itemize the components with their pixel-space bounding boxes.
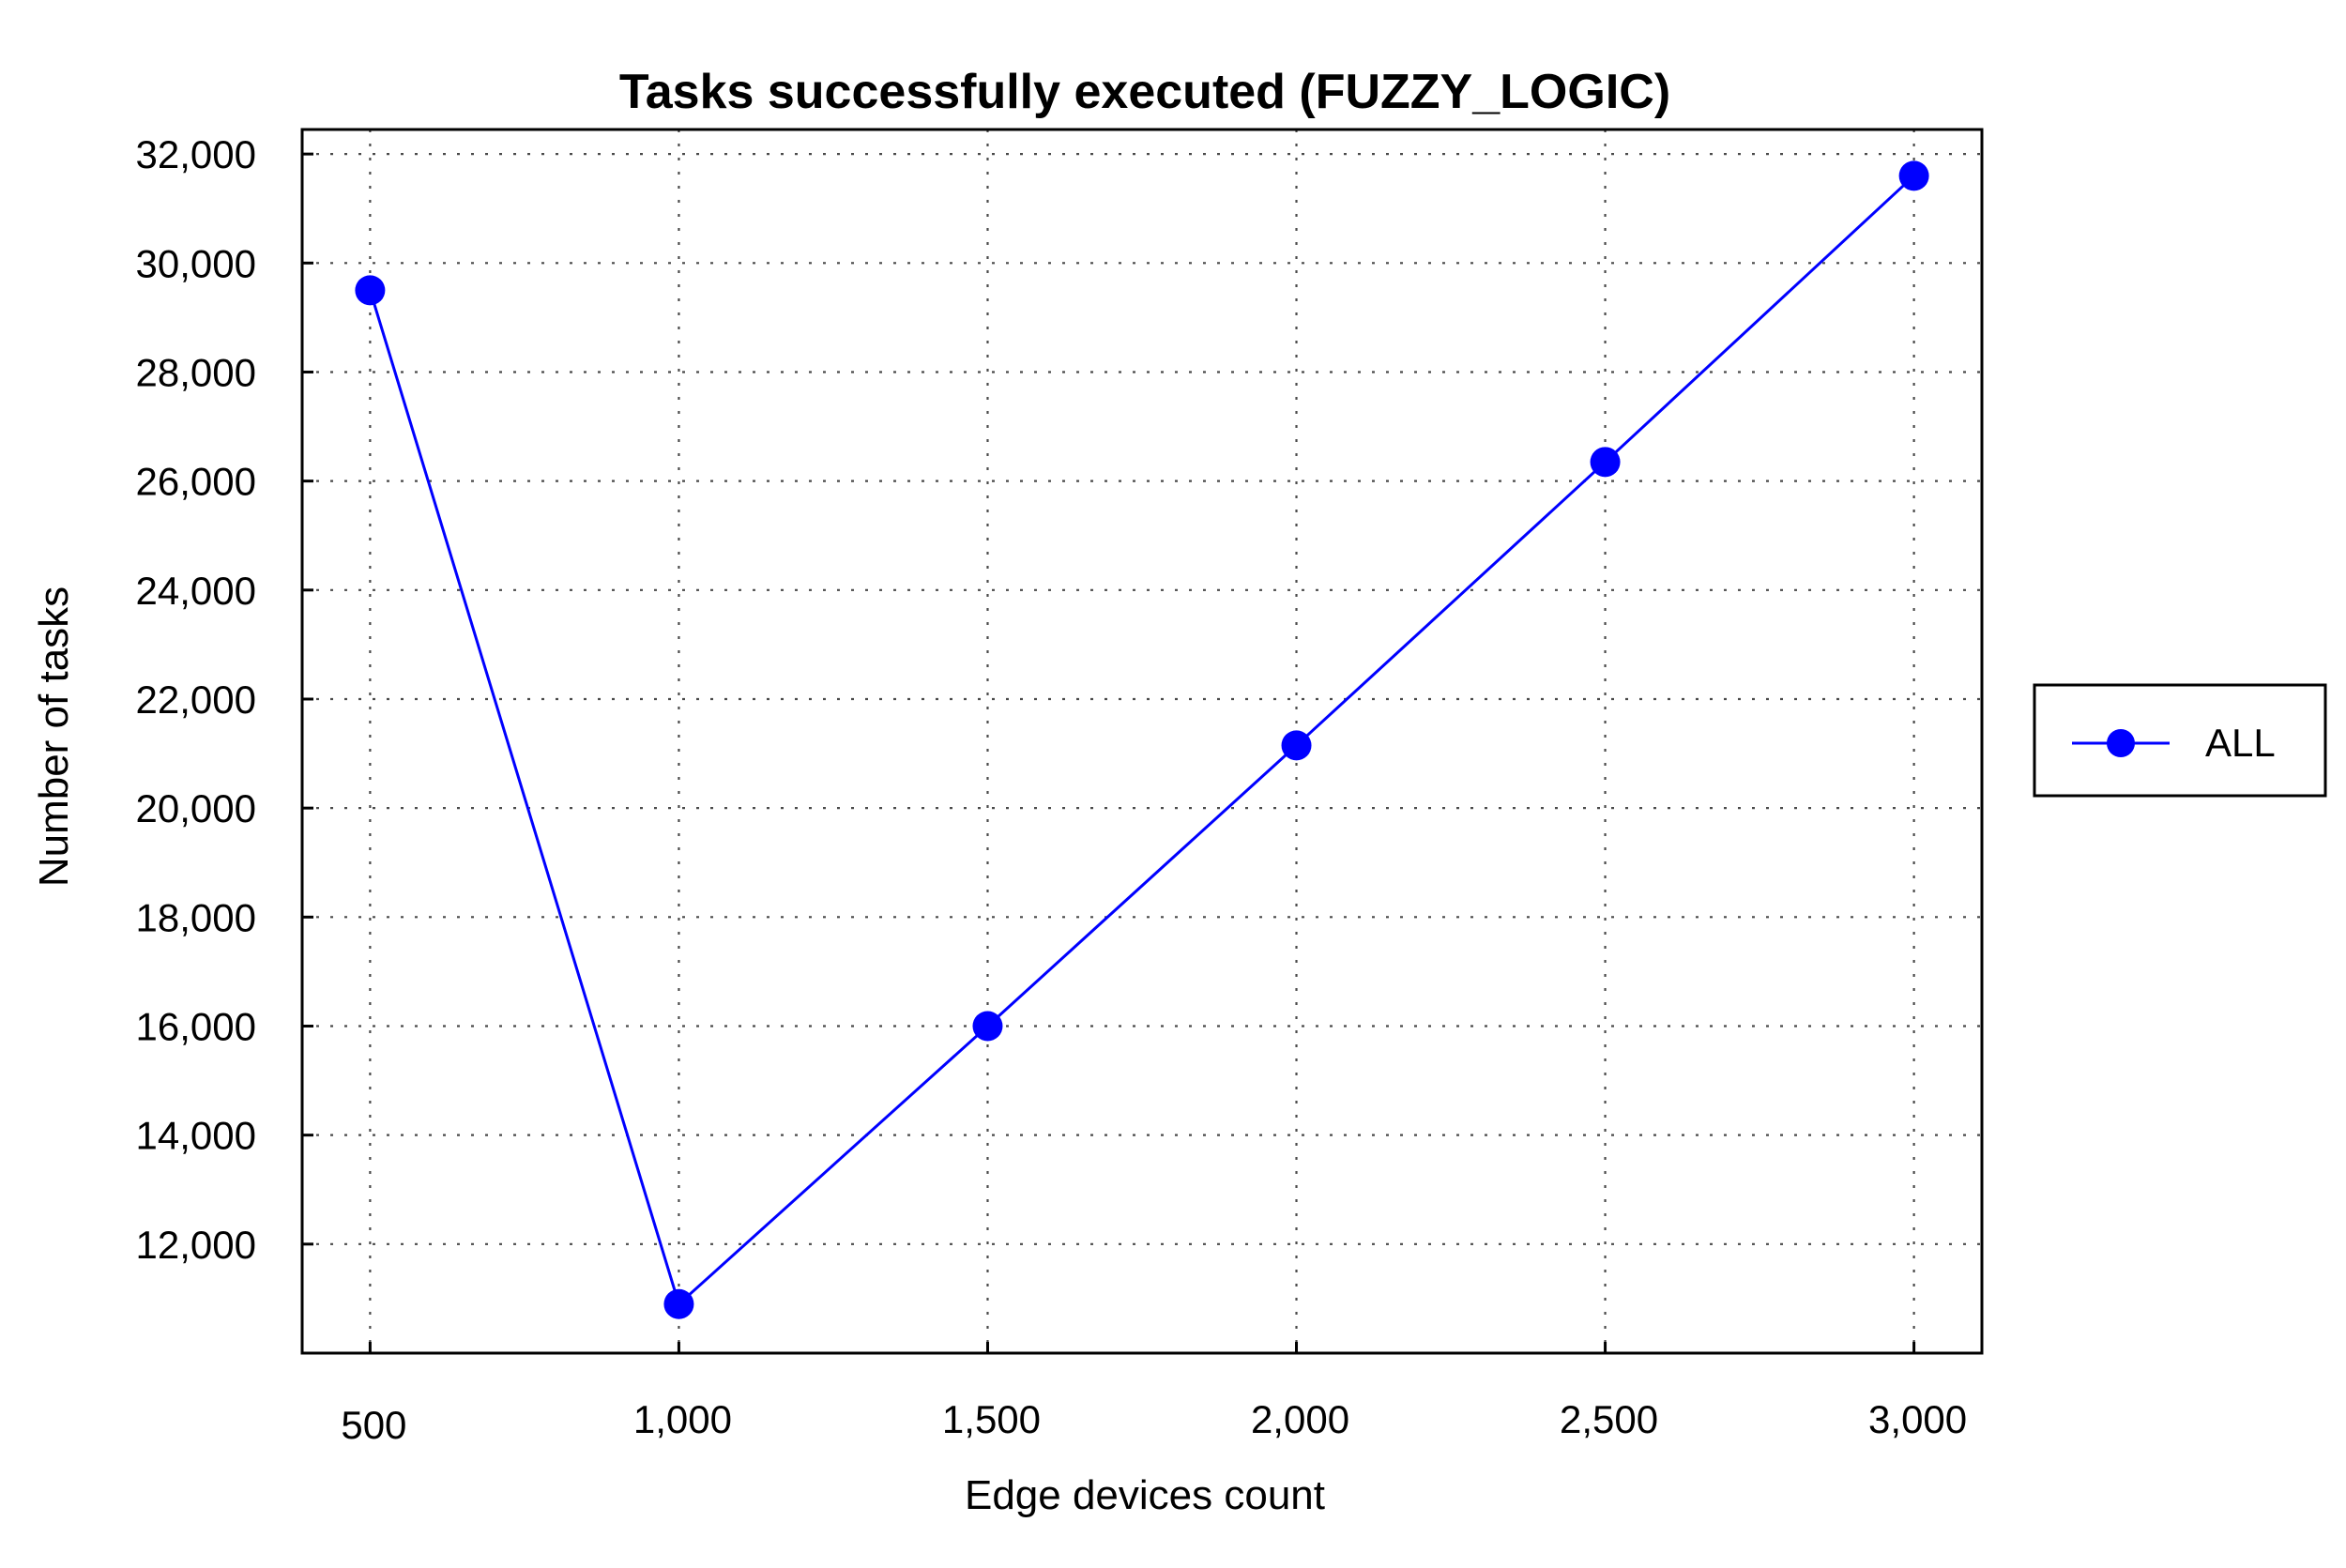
y-tick-label: 18,000 — [136, 895, 256, 939]
plot-axes — [300, 128, 1984, 1355]
y-tick-label: 16,000 — [136, 1004, 256, 1048]
data-point — [972, 1011, 1003, 1042]
legend: ALL — [2033, 683, 2327, 798]
x-tick-label: 3,000 — [1868, 1397, 1967, 1441]
x-axis-title: Edge devices count — [965, 1472, 1325, 1518]
data-point — [1590, 447, 1621, 478]
y-tick-label: 30,000 — [136, 241, 256, 285]
series-all — [355, 160, 1929, 1319]
y-tick-label: 14,000 — [136, 1114, 256, 1158]
x-tick-label: 500 — [341, 1403, 406, 1447]
legend-box — [2033, 683, 2327, 798]
y-tick-label: 32,000 — [136, 132, 256, 176]
y-tick-label: 22,000 — [136, 677, 256, 722]
series-line-all — [368, 175, 1915, 1307]
x-tick-label: 1,000 — [633, 1397, 732, 1441]
y-tick-label: 12,000 — [136, 1223, 256, 1267]
legend-label-all: ALL — [2205, 721, 2276, 765]
y-axis-title: Number of tasks — [31, 586, 77, 887]
chart-title: Tasks successfully executed (FUZZY_LOGIC… — [619, 65, 1670, 119]
data-point — [1898, 160, 1929, 191]
y-axis-ticks: 12,000 14,000 16,000 18,000 20,000 22,000 24,0… — [136, 132, 313, 1267]
x-tick-label: 2,500 — [1560, 1397, 1658, 1441]
x-tick-label: 2,000 — [1251, 1397, 1349, 1441]
plot-frame — [300, 128, 1984, 1355]
y-tick-label: 24,000 — [136, 569, 256, 613]
x-axis-ticks: 500 1,000 1,500 2,000 2,500 3,000 — [341, 1342, 1967, 1447]
data-point — [663, 1288, 694, 1319]
data-point — [355, 275, 386, 306]
y-tick-label: 26,000 — [136, 460, 256, 504]
legend-marker-all — [2107, 729, 2135, 757]
x-tick-label: 1,500 — [942, 1397, 1041, 1441]
data-point — [1281, 730, 1312, 761]
y-tick-label: 20,000 — [136, 786, 256, 830]
y-tick-label: 28,000 — [136, 350, 256, 394]
